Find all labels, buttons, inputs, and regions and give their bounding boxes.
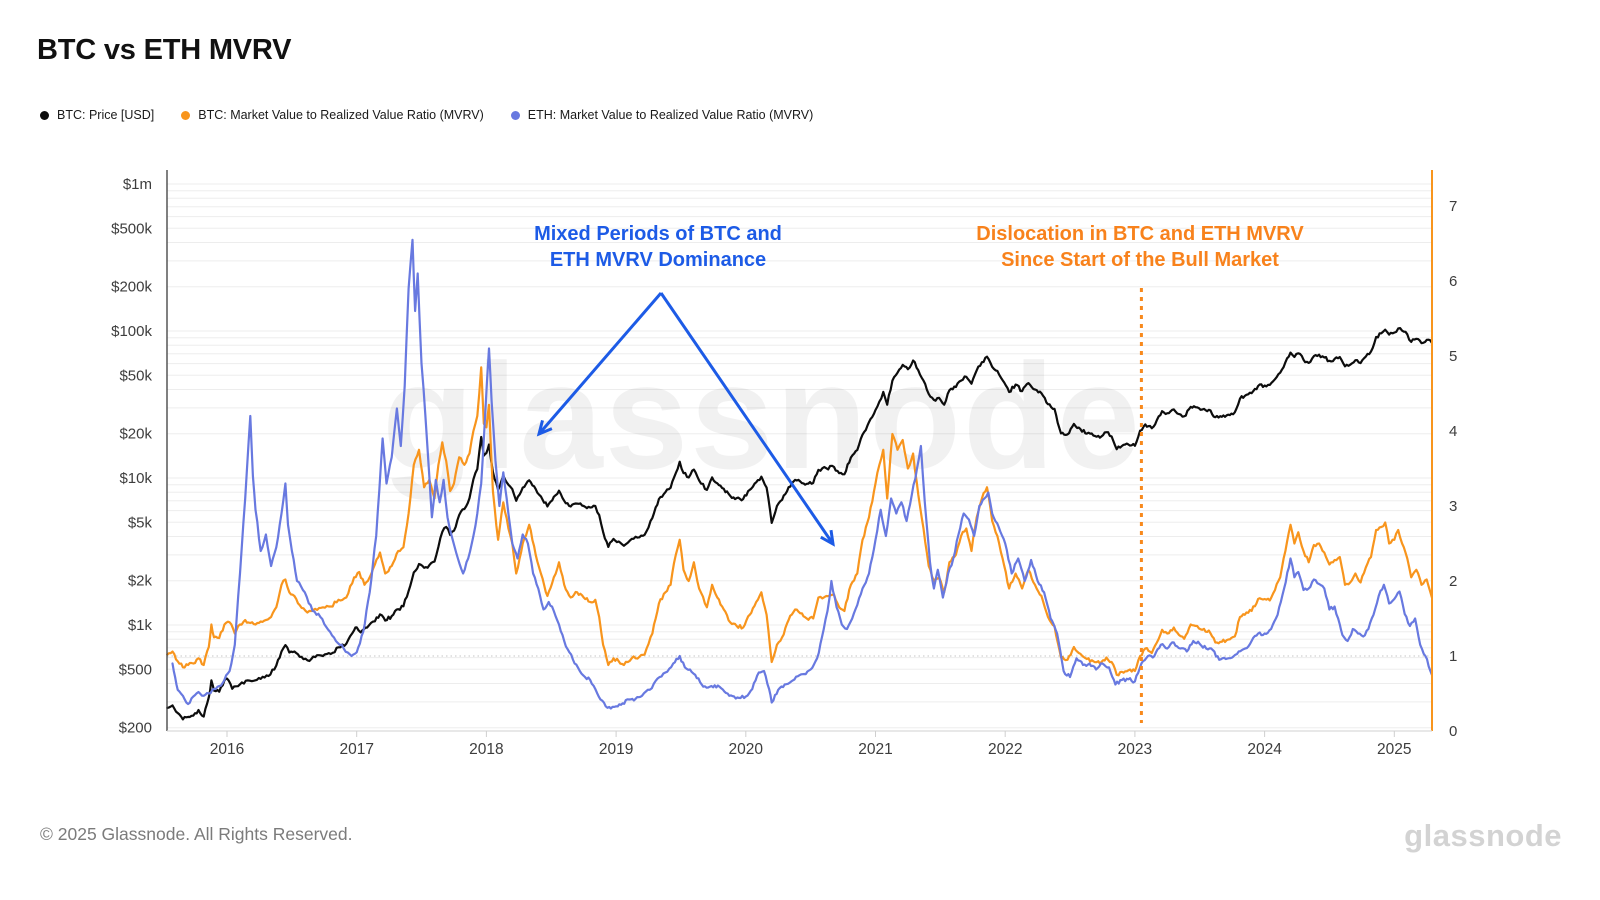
mixed-arrow-left-icon — [536, 292, 663, 437]
legend-item-eth-mvrv[interactable]: ETH: Market Value to Realized Value Rati… — [510, 108, 814, 122]
svg-text:$1m: $1m — [123, 176, 152, 193]
footer-copyright: © 2025 Glassnode. All Rights Reserved. — [40, 824, 353, 844]
svg-text:$2k: $2k — [128, 573, 153, 590]
svg-text:Mixed Periods of BTC and: Mixed Periods of BTC and — [534, 223, 782, 245]
svg-text:2025: 2025 — [1377, 741, 1411, 758]
glassnode-watermark: glassnode — [382, 332, 1142, 500]
svg-text:$200k: $200k — [111, 279, 152, 296]
svg-text:2: 2 — [1449, 573, 1457, 590]
glassnode-logo: glassnode — [1404, 818, 1562, 853]
mixed-arrow-right-icon — [659, 292, 835, 547]
legend-item-btc-mvrv[interactable]: BTC: Market Value to Realized Value Rati… — [181, 108, 484, 122]
svg-text:$1k: $1k — [128, 617, 153, 634]
btc-mvrv-dot-icon — [181, 110, 191, 120]
svg-text:ETH MVRV Dominance: ETH MVRV Dominance — [550, 249, 766, 271]
svg-text:Dislocation in BTC and ETH MVR: Dislocation in BTC and ETH MVRV — [976, 223, 1304, 245]
svg-text:$10k: $10k — [119, 470, 152, 487]
x-axis-labels: 2016 2017 2018 2019 2020 2021 2022 2023 2024 2025 — [210, 731, 1412, 758]
svg-text:0: 0 — [1449, 723, 1457, 740]
svg-text:2023: 2023 — [1118, 741, 1152, 758]
legend-item-btc-price[interactable]: BTC: Price [USD] — [40, 108, 154, 122]
svg-text:2022: 2022 — [988, 741, 1022, 758]
svg-text:2021: 2021 — [858, 741, 892, 758]
svg-text:3: 3 — [1449, 498, 1457, 515]
svg-text:2019: 2019 — [599, 741, 633, 758]
gridlines — [167, 183, 1432, 729]
btc-price-dot-icon — [40, 110, 49, 120]
svg-text:2016: 2016 — [210, 741, 244, 758]
legend-label-eth-mvrv: ETH: Market Value to Realized Value Rati… — [527, 108, 814, 122]
svg-text:$50k: $50k — [119, 367, 152, 384]
svg-text:1: 1 — [1449, 648, 1457, 665]
svg-text:$20k: $20k — [119, 426, 152, 443]
svg-text:$500: $500 — [119, 661, 152, 678]
legend: BTC: Price [USD] BTC: Market Value to Re… — [40, 108, 813, 122]
svg-text:$100k: $100k — [111, 323, 152, 340]
eth-mvrv-dot-icon — [510, 110, 520, 120]
legend-label-btc-mvrv: BTC: Market Value to Realized Value Rati… — [198, 108, 484, 122]
svg-text:6: 6 — [1449, 273, 1457, 290]
left-axis-labels: $1m $500k $200k $100k $50k $20k $10k $5k $2k $1k $… — [111, 176, 152, 737]
svg-text:$200: $200 — [119, 720, 152, 737]
svg-text:$500k: $500k — [111, 220, 152, 237]
svg-text:2018: 2018 — [469, 741, 503, 758]
page-title: BTC vs ETH MVRV — [37, 34, 292, 66]
svg-text:5: 5 — [1449, 348, 1457, 365]
right-axis-labels: 0 1 2 3 4 5 6 7 — [1449, 198, 1457, 740]
svg-text:7: 7 — [1449, 198, 1457, 215]
annotation-dislocation: Dislocation in BTC and ETH MVRV Since Sta… — [976, 223, 1304, 271]
eth-mvrv-line — [171, 238, 1433, 710]
svg-text:2017: 2017 — [339, 741, 373, 758]
svg-text:$5k: $5k — [128, 514, 153, 531]
btc-mvrv-line — [166, 366, 1433, 677]
svg-text:4: 4 — [1449, 423, 1457, 440]
btc-price-line — [166, 327, 1433, 721]
svg-text:2024: 2024 — [1247, 741, 1282, 758]
legend-label-btc-price: BTC: Price [USD] — [57, 108, 155, 122]
svg-text:Since Start of the Bull Market: Since Start of the Bull Market — [1001, 249, 1279, 271]
svg-text:2020: 2020 — [729, 741, 764, 758]
annotation-mixed-periods: Mixed Periods of BTC and ETH MVRV Dominan… — [534, 223, 782, 271]
